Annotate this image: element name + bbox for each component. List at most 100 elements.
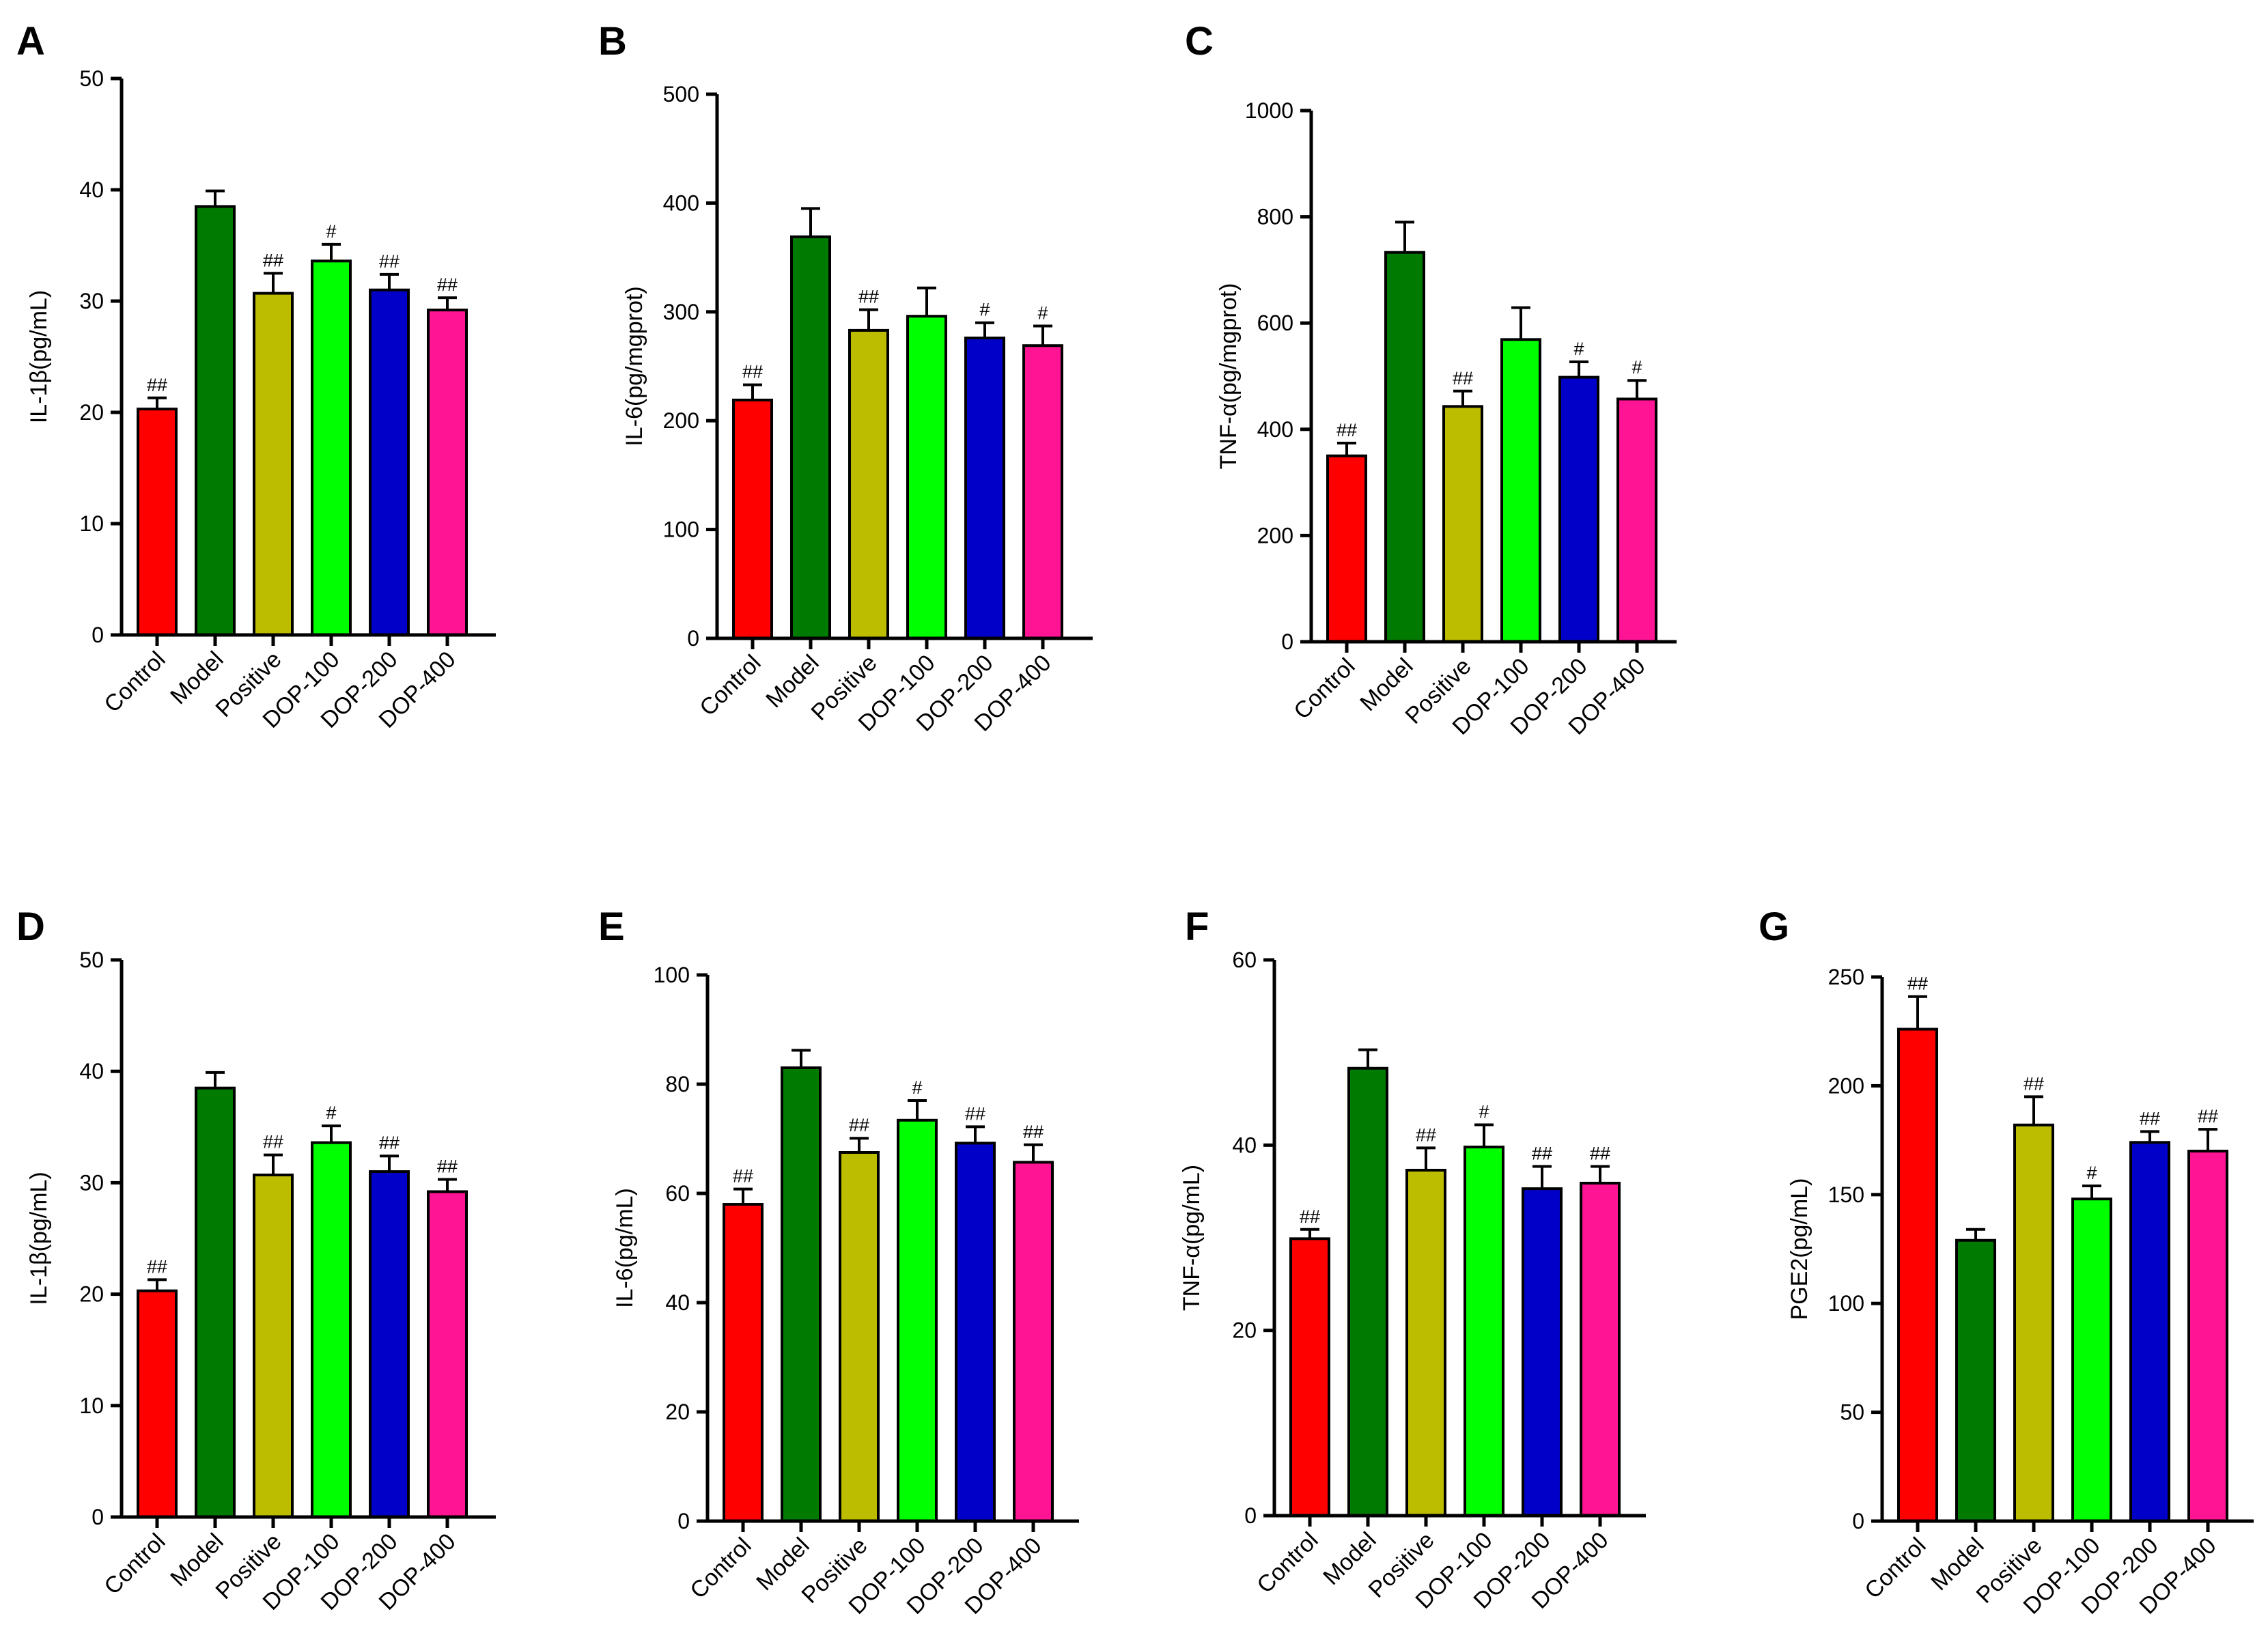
significance-mark: ## xyxy=(437,274,458,295)
y-tick-label: 40 xyxy=(79,178,104,202)
y-tick-label: 500 xyxy=(663,82,699,107)
x-tick-label: Control xyxy=(1252,1527,1323,1598)
significance-mark: # xyxy=(1573,339,1584,359)
y-tick-label: 60 xyxy=(1232,948,1257,972)
y-tick-label: 0 xyxy=(1244,1503,1257,1528)
bar-control xyxy=(137,408,178,636)
bar-dop-200 xyxy=(1522,1187,1563,1517)
panel-letter: F xyxy=(1185,905,1209,949)
y-tick-label: 0 xyxy=(1852,1509,1864,1533)
bar-dop-400 xyxy=(427,1190,468,1519)
y-tick-label: 80 xyxy=(665,1072,690,1096)
y-tick-label: 200 xyxy=(1257,523,1293,548)
bar-dop-100 xyxy=(1500,338,1541,643)
bar-dop-400 xyxy=(2187,1150,2228,1523)
bar-dop-100 xyxy=(311,1141,352,1518)
y-axis-title: PGE2(pg/mL) xyxy=(1787,1178,1812,1320)
y-tick-label: 40 xyxy=(665,1290,690,1315)
significance-mark: ## xyxy=(1907,974,1928,994)
y-tick-label: 0 xyxy=(687,626,699,651)
x-tick-label: Control xyxy=(695,650,766,721)
panel-f: F##ControlModel##Positive#DOP-100##DOP-2… xyxy=(1179,905,1646,1614)
bar-model xyxy=(195,1086,236,1519)
y-tick-label: 10 xyxy=(79,1393,104,1418)
y-tick-label: 200 xyxy=(1828,1073,1864,1098)
bar-dop-100 xyxy=(906,315,947,640)
bar-control xyxy=(723,1203,764,1522)
bar-positive xyxy=(2013,1123,2054,1523)
y-tick-label: 100 xyxy=(663,518,699,542)
significance-mark: ## xyxy=(2140,1108,2160,1129)
significance-mark: # xyxy=(2086,1163,2097,1183)
bar-control xyxy=(1289,1237,1330,1518)
y-tick-label: 400 xyxy=(1257,417,1293,442)
significance-mark: ## xyxy=(263,250,283,270)
y-tick-label: 600 xyxy=(1257,311,1293,335)
y-tick-label: 60 xyxy=(665,1181,690,1206)
panel-letter: B xyxy=(598,19,627,63)
significance-mark: ## xyxy=(1023,1122,1044,1142)
x-tick-label: Control xyxy=(1860,1533,1931,1604)
y-tick-label: 0 xyxy=(92,1505,104,1529)
significance-mark: ## xyxy=(1336,420,1357,440)
bar-control xyxy=(1326,454,1367,643)
y-axis-title: TNF-α(pg/mgprot) xyxy=(1216,283,1242,470)
bar-positive xyxy=(848,328,889,640)
bar-dop-400 xyxy=(427,309,468,636)
bar-dop-400 xyxy=(1580,1181,1621,1517)
y-axis-title: TNF-α(pg/mL) xyxy=(1179,1165,1205,1311)
panel-d: D##ControlModel##Positive#DOP-100##DOP-2… xyxy=(16,905,496,1615)
significance-mark: ## xyxy=(147,375,167,395)
bar-model xyxy=(1955,1238,1996,1523)
y-axis-title: IL-6(pg/mL) xyxy=(612,1188,638,1308)
y-tick-label: 40 xyxy=(1232,1133,1257,1157)
y-tick-label: 50 xyxy=(79,948,104,972)
y-tick-label: 0 xyxy=(677,1509,690,1533)
x-tick-label: Control xyxy=(99,647,170,718)
significance-mark: ## xyxy=(1590,1144,1610,1164)
y-tick-label: 0 xyxy=(1281,629,1293,654)
bar-positive xyxy=(253,292,294,636)
significance-mark: ## xyxy=(2198,1106,2218,1126)
y-tick-label: 400 xyxy=(663,190,699,215)
bar-model xyxy=(1384,251,1425,643)
significance-mark: ## xyxy=(147,1256,167,1277)
significance-mark: ## xyxy=(965,1103,985,1124)
significance-mark: # xyxy=(912,1077,922,1098)
significance-mark: ## xyxy=(263,1132,283,1152)
bar-dop-200 xyxy=(964,337,1005,640)
y-tick-label: 20 xyxy=(79,1282,104,1307)
bar-control xyxy=(732,398,773,640)
panel-b: B##ControlModel##PositiveDOP-100#DOP-200… xyxy=(598,19,1093,737)
significance-mark: # xyxy=(326,221,336,242)
bar-dop-400 xyxy=(1013,1161,1054,1522)
significance-mark: ## xyxy=(1416,1124,1436,1145)
y-tick-label: 0 xyxy=(92,623,104,647)
bar-dop-100 xyxy=(1464,1146,1504,1517)
y-tick-label: 100 xyxy=(654,963,690,987)
y-tick-label: 10 xyxy=(79,511,104,536)
y-tick-label: 200 xyxy=(663,408,699,433)
panel-letter: G xyxy=(1759,905,1789,949)
y-tick-label: 300 xyxy=(663,300,699,324)
significance-mark: ## xyxy=(437,1157,458,1177)
panel-letter: A xyxy=(16,19,45,63)
significance-mark: ## xyxy=(858,287,879,307)
bar-dop-100 xyxy=(897,1118,938,1523)
significance-mark: # xyxy=(1037,303,1048,324)
panel-c: C##ControlModel##PositiveDOP-100#DOP-200… xyxy=(1185,19,1677,740)
x-tick-label: Control xyxy=(1289,653,1360,724)
bar-model xyxy=(790,235,831,640)
bar-dop-200 xyxy=(369,1170,410,1518)
y-axis-title: IL-1β(pg/mL) xyxy=(26,290,52,423)
y-tick-label: 1000 xyxy=(1245,98,1293,123)
bar-model xyxy=(195,205,236,636)
y-tick-label: 30 xyxy=(79,1170,104,1195)
significance-mark: ## xyxy=(2024,1073,2044,1094)
significance-mark: ## xyxy=(849,1115,869,1135)
y-tick-label: 800 xyxy=(1257,205,1293,229)
significance-mark: ## xyxy=(1453,368,1473,388)
bar-positive xyxy=(253,1173,294,1518)
significance-mark: # xyxy=(979,300,990,320)
